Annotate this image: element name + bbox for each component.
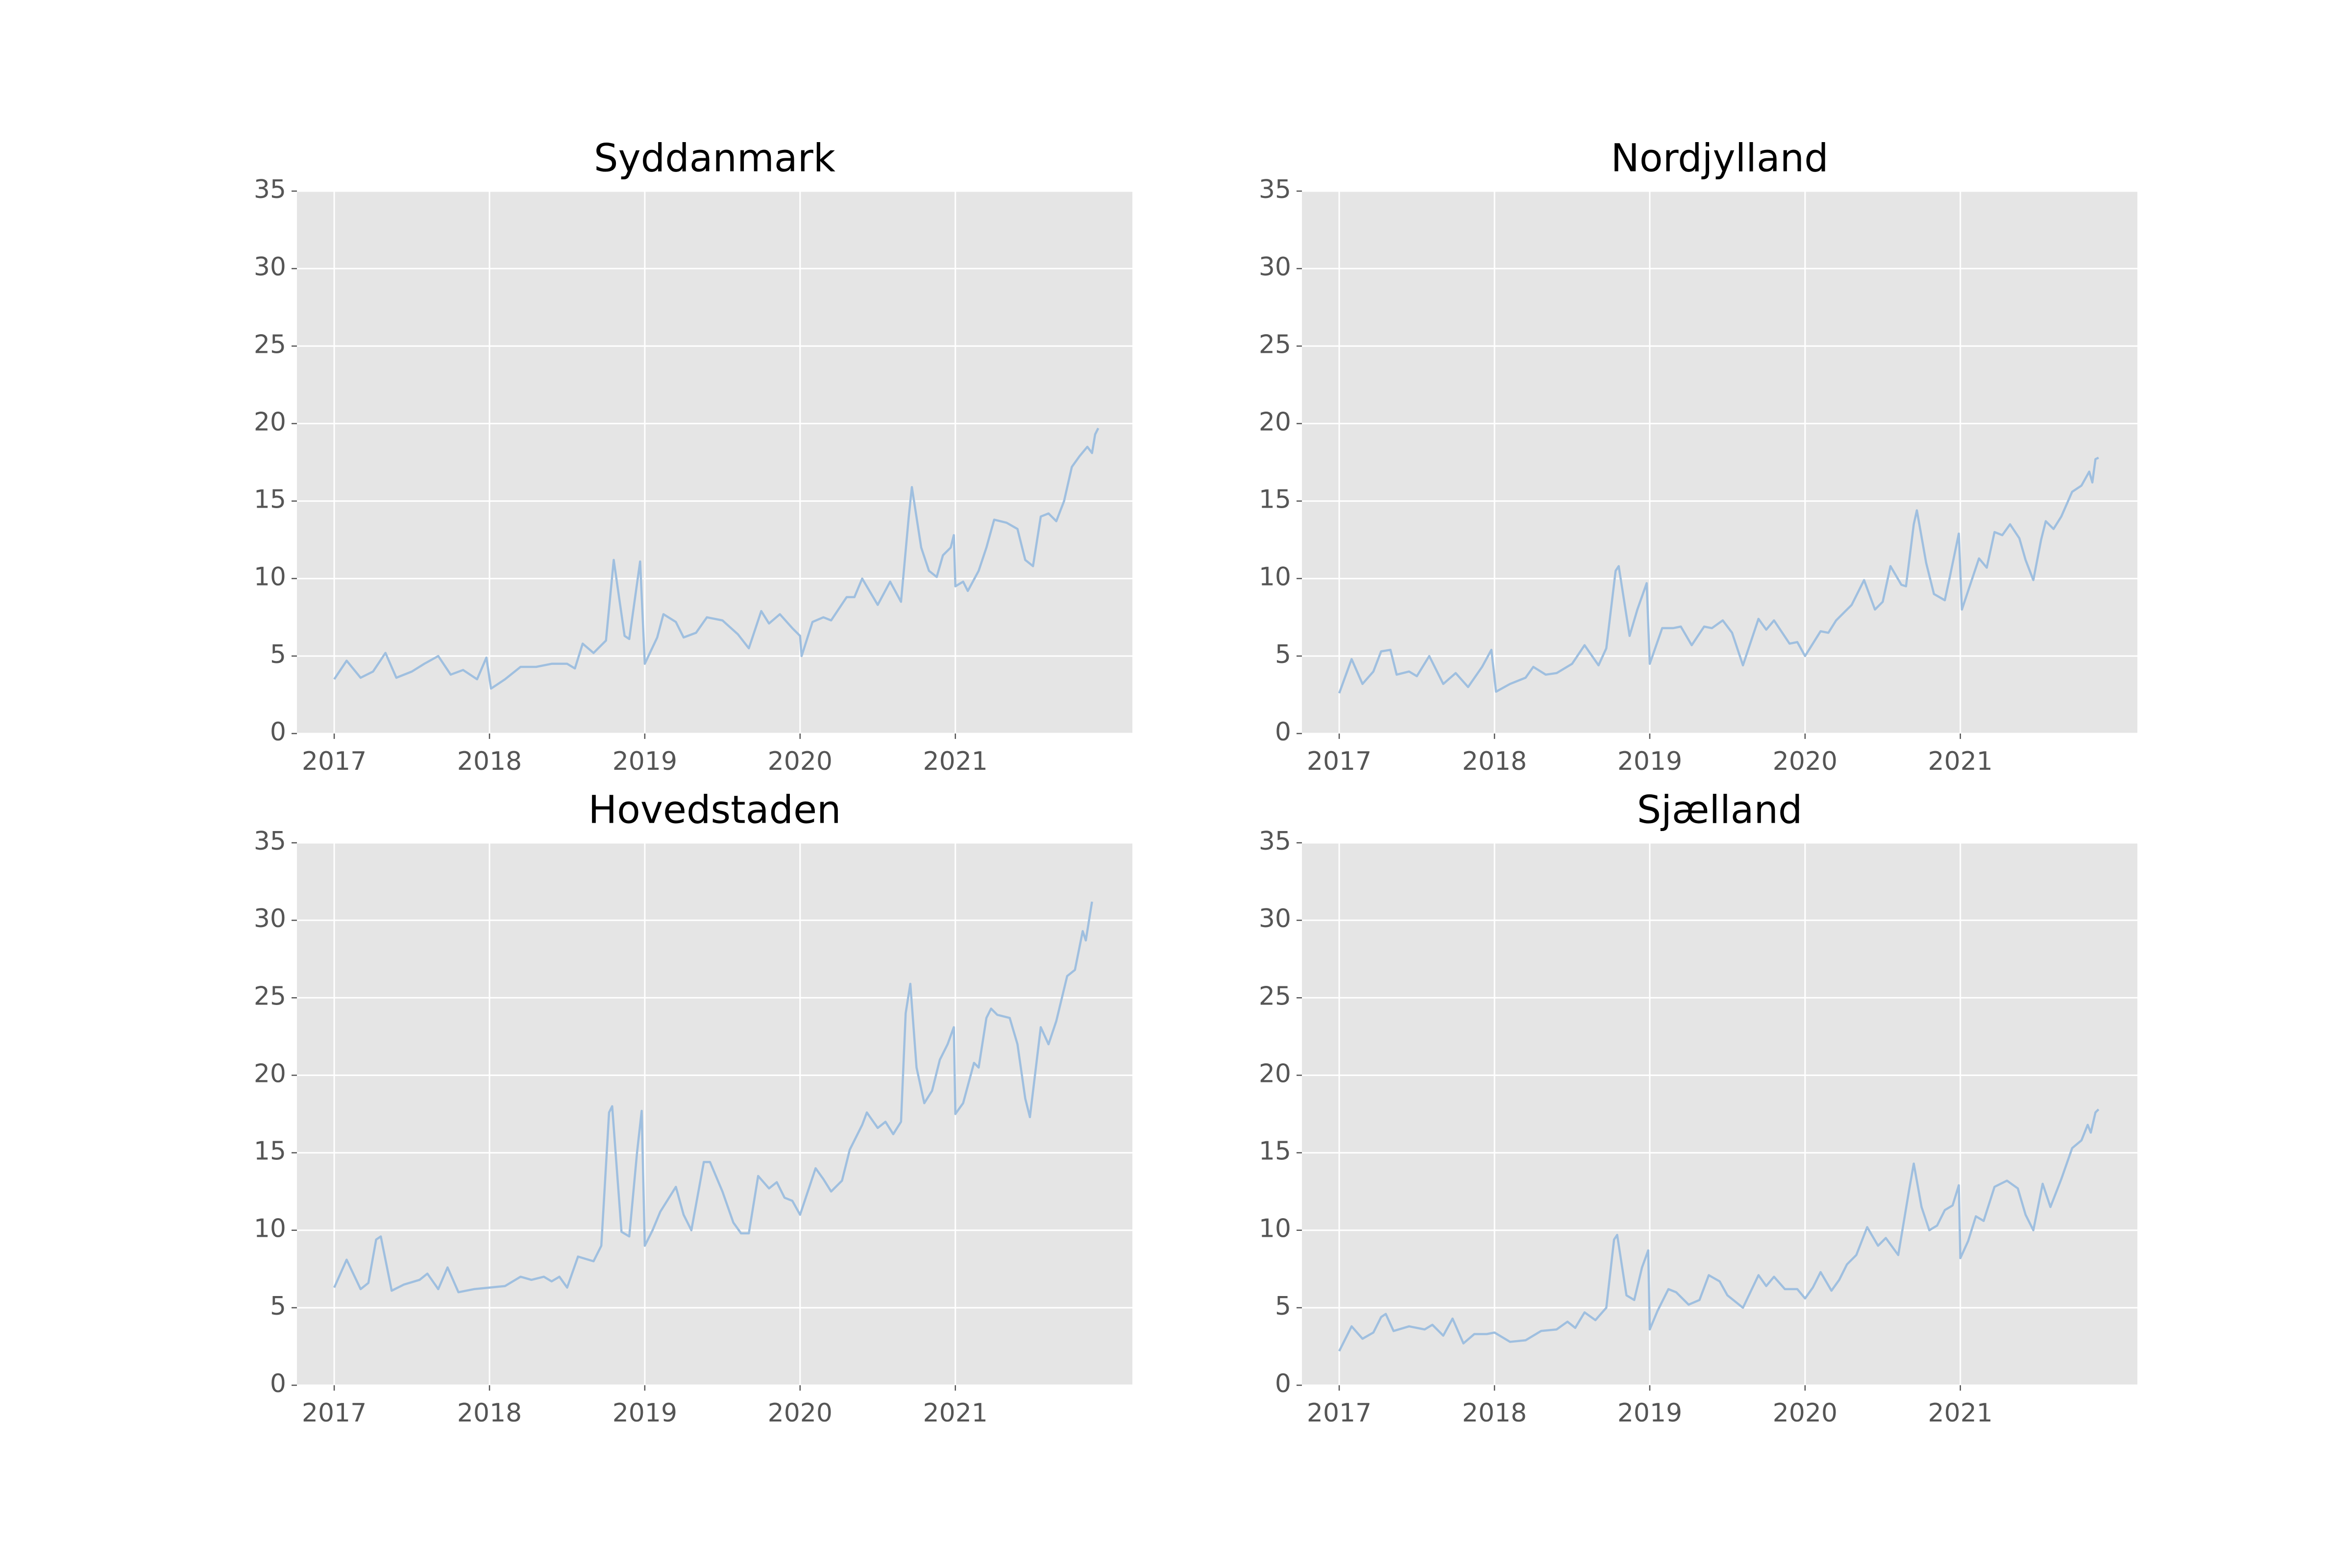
y-tick-label: 15	[254, 485, 286, 514]
x-tick-label: 2021	[923, 1398, 988, 1428]
y-tick-label: 35	[1259, 827, 1291, 856]
x-tick-label: 2019	[1617, 1398, 1682, 1428]
y-tick-label: 15	[254, 1137, 286, 1166]
y-tick-label: 10	[254, 563, 286, 592]
x-tick-label: 2019	[1617, 747, 1682, 776]
y-tick-label: 0	[1275, 1369, 1291, 1398]
y-tick-label: 0	[270, 717, 286, 747]
y-tick-label: 5	[1275, 640, 1291, 669]
y-tick-label: 30	[1259, 904, 1291, 933]
x-tick-label: 2020	[768, 747, 833, 776]
y-tick-label: 25	[254, 981, 286, 1011]
y-tick-label: 35	[254, 175, 286, 204]
plot-area	[1302, 843, 2137, 1385]
y-tick-label: 10	[1259, 563, 1291, 592]
x-tick-label: 2017	[302, 1398, 367, 1428]
plot-area	[1302, 191, 2137, 734]
chart-title: Hovedstaden	[588, 788, 841, 832]
x-tick-label: 2021	[923, 747, 988, 776]
y-tick-label: 20	[254, 407, 286, 437]
y-tick-label: 30	[254, 904, 286, 933]
y-tick-label: 15	[1259, 485, 1291, 514]
chart-title: Nordjylland	[1611, 136, 1828, 180]
y-tick-label: 0	[270, 1369, 286, 1398]
y-tick-label: 30	[254, 252, 286, 282]
y-tick-label: 15	[1259, 1137, 1291, 1166]
data-line	[333, 427, 1100, 690]
x-tick-label: 2020	[768, 1398, 833, 1428]
subplot: 0 5 10 15 20 25 30 35 2017 2018 2019 2020 2021 Hoveds…	[254, 788, 1132, 1428]
x-tick-label: 2019	[612, 1398, 677, 1428]
data-line	[1338, 1108, 2100, 1352]
subplot: 0 5 10 15 20 25 30 35 2017 2018 2019 2020 2021 Syddan…	[254, 136, 1132, 776]
y-tick-label: 20	[254, 1059, 286, 1088]
y-tick-label: 5	[270, 640, 286, 669]
data-line	[1338, 456, 2099, 694]
subplot: 0 5 10 15 20 25 30 35 2017 2018 2019 2020 2021 Sjælla…	[1259, 788, 2137, 1428]
x-tick-label: 2018	[1462, 747, 1527, 776]
y-tick-label: 30	[1259, 252, 1291, 282]
x-tick-label: 2021	[1928, 1398, 1993, 1428]
x-tick-label: 2017	[302, 747, 367, 776]
y-tick-label: 20	[1259, 1059, 1291, 1088]
y-tick-label: 25	[1259, 330, 1291, 359]
y-tick-label: 5	[1275, 1292, 1291, 1321]
x-tick-label: 2019	[612, 747, 677, 776]
data-line	[333, 901, 1093, 1294]
plot-area	[297, 191, 1132, 734]
y-tick-label: 0	[1275, 717, 1291, 747]
y-tick-label: 25	[254, 330, 286, 359]
plot-area	[297, 843, 1132, 1385]
x-tick-label: 2021	[1928, 747, 1993, 776]
y-tick-label: 35	[254, 827, 286, 856]
chart-title: Syddanmark	[594, 136, 835, 180]
x-tick-label: 2020	[1773, 1398, 1838, 1428]
x-tick-label: 2018	[1462, 1398, 1527, 1428]
y-tick-label: 25	[1259, 981, 1291, 1011]
y-tick-label: 5	[270, 1292, 286, 1321]
y-tick-label: 10	[254, 1214, 286, 1244]
y-tick-label: 35	[1259, 175, 1291, 204]
x-tick-label: 2020	[1773, 747, 1838, 776]
subplot: 0 5 10 15 20 25 30 35 2017 2018 2019 2020 2021 Nordjy…	[1259, 136, 2137, 776]
y-tick-label: 20	[1259, 407, 1291, 437]
x-tick-label: 2018	[457, 1398, 522, 1428]
x-tick-label: 2017	[1307, 1398, 1372, 1428]
chart-title: Sjælland	[1637, 788, 1803, 832]
y-tick-label: 10	[1259, 1214, 1291, 1244]
x-tick-label: 2018	[457, 747, 522, 776]
x-tick-label: 2017	[1307, 747, 1372, 776]
